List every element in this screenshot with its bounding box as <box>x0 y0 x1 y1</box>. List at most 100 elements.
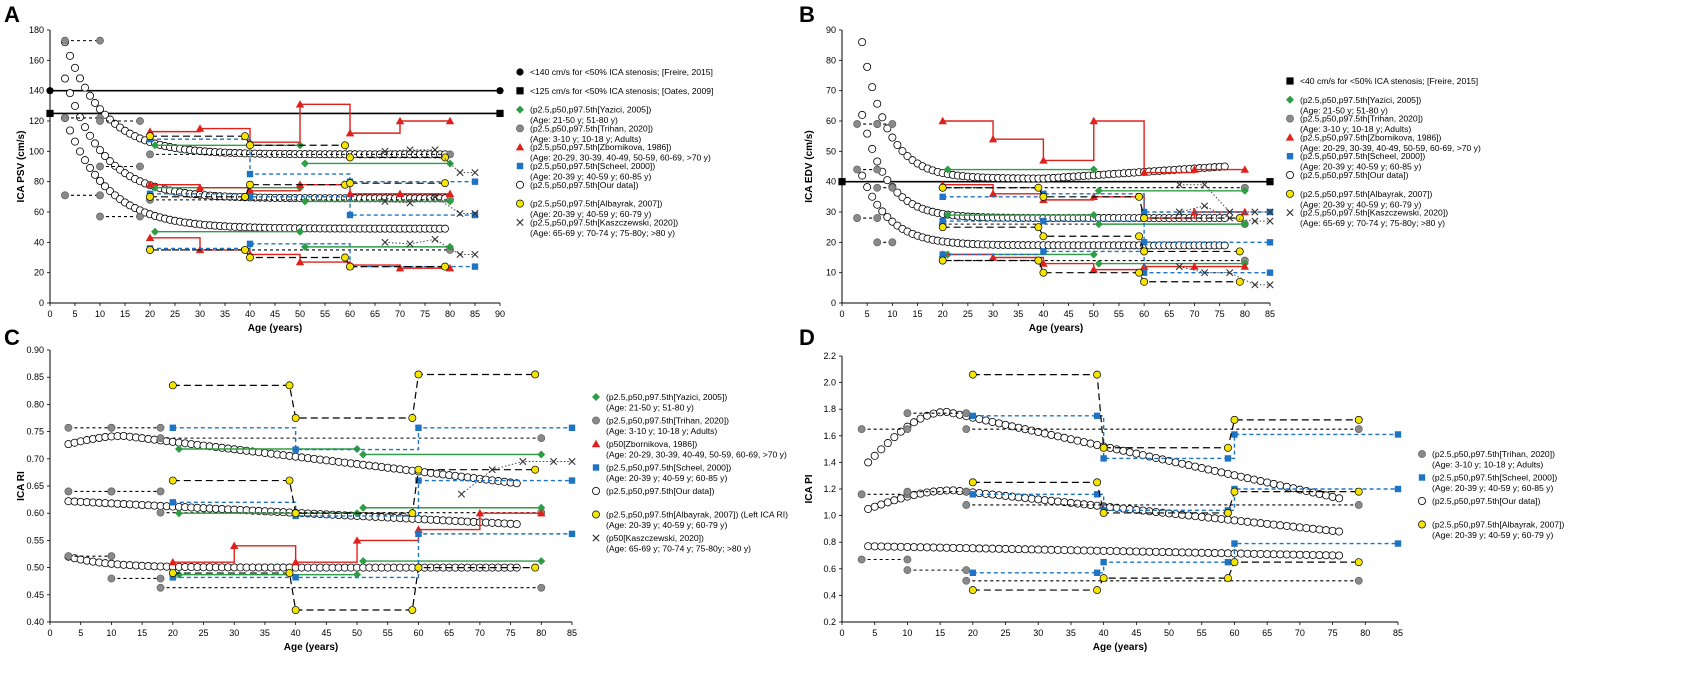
y-tick-label: 10 <box>826 268 836 278</box>
data-point <box>1093 370 1102 379</box>
data-point <box>857 425 866 434</box>
our-data-point <box>1210 514 1219 523</box>
our-data-point <box>888 133 897 142</box>
our-data-point <box>955 544 964 553</box>
data-point <box>96 36 104 45</box>
data-point <box>346 262 354 271</box>
data-point <box>61 191 69 200</box>
series-our-data <box>858 38 1229 250</box>
data-point <box>938 116 947 125</box>
our-data-point <box>1119 504 1128 513</box>
legend-item: (p2.5,p50,p97.5th[Zbornikova, 1986])(Age… <box>515 142 711 163</box>
data-point <box>145 180 155 188</box>
legend-marker <box>1418 474 1426 481</box>
legend-label: (Age: 3-10 y; 10-18 y; Adults) <box>1300 124 1411 134</box>
x-tick-label: 75 <box>506 628 516 638</box>
legend-marker <box>592 393 600 401</box>
legend-marker <box>516 105 524 114</box>
data-point <box>939 251 946 258</box>
our-data-point <box>1237 472 1246 481</box>
legend-marker <box>591 439 601 448</box>
our-data-point <box>1106 546 1115 555</box>
data-point <box>988 135 998 143</box>
data-point <box>1190 262 1199 270</box>
panel-letter: B <box>799 2 815 27</box>
x-tick-label: 75 <box>420 309 430 319</box>
our-data-point <box>1289 484 1298 493</box>
data-point <box>939 217 946 225</box>
data-point <box>415 530 422 538</box>
data-point <box>295 100 305 108</box>
data-point <box>1251 208 1259 216</box>
data-point <box>456 209 464 218</box>
data-point <box>1089 211 1098 220</box>
our-data-point <box>1178 459 1187 468</box>
panel-letter: C <box>4 325 20 350</box>
legend-marker <box>516 180 525 189</box>
data-point <box>415 424 422 431</box>
our-data-point <box>106 187 115 196</box>
x-tick-label: 0 <box>47 628 52 638</box>
series-line <box>942 259 1240 283</box>
x-tick-label: 10 <box>106 628 116 638</box>
x-tick-label: 60 <box>1139 309 1149 319</box>
our-data-point <box>1112 445 1121 454</box>
data-point <box>169 574 177 581</box>
our-data-point <box>1021 494 1030 503</box>
legend-marker <box>1286 77 1294 85</box>
our-data-point <box>1086 439 1095 448</box>
x-tick-label: 10 <box>902 628 912 638</box>
our-data-point <box>1047 496 1056 505</box>
x-tick-label: 65 <box>444 628 454 638</box>
our-data-point <box>1308 550 1317 559</box>
x-tick-label: 60 <box>413 628 423 638</box>
our-data-point <box>903 542 912 551</box>
legend-item: (p2.5,p50,p97.5th[Our data]) <box>516 180 639 190</box>
our-data-point <box>1217 549 1226 558</box>
y-axis-label: ICA PSV (cm/s) <box>16 131 27 203</box>
data-point <box>531 370 540 379</box>
data-point <box>352 536 362 544</box>
data-point <box>359 557 368 566</box>
data-point <box>406 146 414 154</box>
data-point <box>107 552 116 561</box>
our-data-point <box>1243 517 1252 526</box>
series-yazici-2005 <box>943 165 1249 268</box>
our-data-point <box>1093 501 1102 510</box>
legend-item: <125 cm/s for <50% ICA stenosis; [Oates,… <box>516 86 713 96</box>
data-point <box>1251 217 1259 225</box>
series-albayrak-2007 <box>168 370 540 614</box>
our-data-point <box>96 176 105 185</box>
our-data-point <box>1080 546 1089 555</box>
legend-item: (p2.5,p50,p97.5th[Trihan, 2020])(Age: 3-… <box>516 123 653 144</box>
data-point <box>406 199 414 207</box>
data-point <box>903 487 912 496</box>
data-point <box>61 114 69 122</box>
data-point <box>1094 186 1103 195</box>
legend-label: (p2.5,p50,p97.5th[Albayrak, 2007]) <box>1300 189 1432 199</box>
legend-label: (Age: 20-39 y; 40-59 y; 60-79 y) <box>1432 530 1553 540</box>
series-line <box>150 182 445 198</box>
data-point <box>353 570 362 579</box>
data-point <box>853 214 862 222</box>
x-tick-label: 0 <box>839 628 844 638</box>
data-point <box>1394 485 1402 493</box>
legend-item: (p2.5,p50,p97.5th[Trihan, 2020])(Age: 3-… <box>1418 449 1555 470</box>
x-tick-label: 30 <box>229 628 239 638</box>
legend-label: (p2.5,p50,p97.5th[Albayrak, 2007]) <box>530 199 662 209</box>
data-point <box>156 574 165 583</box>
legend-label: (Age: 20-39 y; 40-59 y; 60-85 y) <box>1432 483 1553 493</box>
our-data-point <box>71 101 80 110</box>
data-point <box>1230 415 1239 424</box>
data-point <box>519 457 527 466</box>
our-data-point <box>86 163 95 172</box>
data-point <box>1240 165 1250 173</box>
our-data-point <box>988 544 997 553</box>
data-point <box>456 250 464 259</box>
series-line <box>972 481 1359 514</box>
legend-label: (Age: 20-39 y; 40-59 y; 60-79 y) <box>606 520 727 530</box>
legend-label: (p2.5,p50,p97.5th[Zbornikova, 1986]) <box>1300 132 1442 142</box>
data-point <box>301 242 309 251</box>
our-data-point <box>1014 423 1023 432</box>
our-data-point <box>1289 550 1298 559</box>
